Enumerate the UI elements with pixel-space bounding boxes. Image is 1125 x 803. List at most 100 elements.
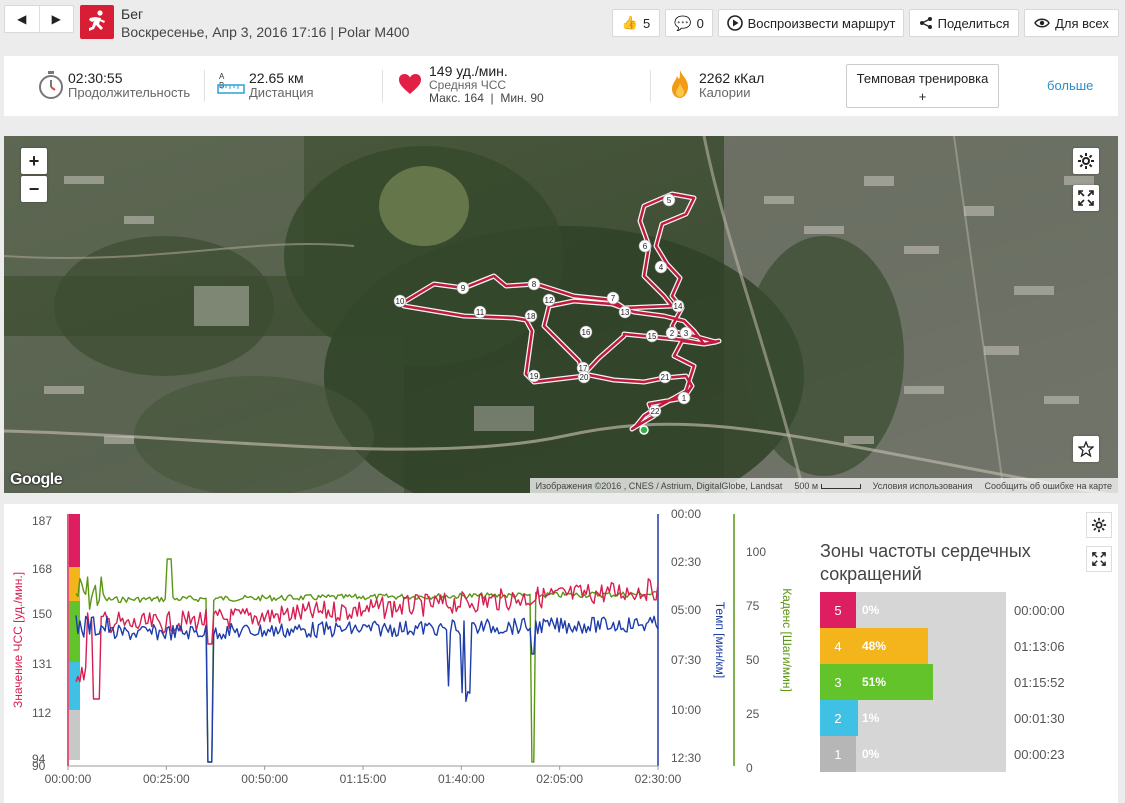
hr-tick-label: 90 [32,759,46,773]
hr-zone-bar-fill [856,700,858,736]
training-benefit-button[interactable]: Темповая тренировка + [846,64,999,108]
hr-zone-bar-fill [856,664,933,700]
cadence-tick-label: 0 [746,761,753,775]
chart-fullscreen-icon[interactable] [1086,546,1112,572]
calories-label: Калории [699,85,751,100]
hr-zone-percent: 0% [862,603,880,617]
km-marker-label: 18 [527,312,536,321]
km-marker-12 [542,293,556,307]
cadence-tick-label: 50 [746,653,760,667]
km-marker-22 [648,404,662,418]
duration-value: 02:30:55 [68,70,123,86]
zone-band-4 [69,567,80,601]
km-marker-10 [393,294,407,308]
hr-zone-time: 01:13:06 [1014,639,1065,654]
terms-link[interactable]: Условия использования [872,480,973,491]
pace-tick-label: 10:00 [671,703,701,717]
km-marker-7 [606,291,620,305]
map-attribution: Изображения ©2016 , CNES / Astrium, Digi… [529,478,1118,493]
pace-axis-title: Темп [мин/км] [713,602,727,679]
comment-button[interactable]: 💬 0 [665,9,713,37]
km-marker-label: 16 [582,328,591,337]
hr-zone-percent: 48% [862,639,887,653]
pace-tick-label: 12:30 [671,751,701,765]
top-bar: ◀ ▶ Бег Воскресенье, Апр 3, 2016 17:16 |… [0,0,1125,48]
km-marker-5 [662,193,676,207]
map-settings-gear-icon[interactable] [1073,148,1099,174]
km-marker-label: 20 [580,373,589,382]
km-marker-3 [679,326,693,340]
x-tick-label: 01:40:00 [438,772,485,786]
play-circle-icon [726,15,743,31]
scale-label: 500 м [794,480,819,491]
eye-icon [1034,18,1050,28]
prev-arrow-icon[interactable]: ◀ [17,12,27,26]
prev-next-nav: ◀ ▶ [4,5,74,33]
pace-tick-label: 07:30 [671,653,701,667]
fullscreen-icon[interactable] [1073,185,1099,211]
hr-zone-number: 3 [820,664,856,700]
pace-tick-label: 05:00 [671,603,701,617]
zoom-out-button[interactable]: − [21,176,47,202]
replay-route-button[interactable]: Воспроизвести маршрут [718,9,904,37]
km-marker-16 [579,325,593,339]
cadence-tick-label: 25 [746,707,760,721]
hr-zone-bar: 1% [856,700,1006,736]
x-tick-label: 01:15:00 [340,772,387,786]
imagery-attribution: Изображения ©2016 , CNES / Astrium, Digi… [535,480,783,491]
next-arrow-icon[interactable]: ▶ [38,6,74,32]
zoom-in-button[interactable]: + [21,148,47,174]
scale-bar: 500 м [794,480,861,491]
hr-zones-title-line1: Зоны частоты сердечных [820,541,1031,561]
hr-tick-label: 94 [32,752,46,766]
km-marker-14 [671,299,685,313]
star-favorite-icon[interactable] [1073,436,1099,462]
route-map[interactable]: 1 2 3 4 5 6 7 8 9 10 11 12 13 14 15 16 17 18 19 20 21 22 + − … [4,136,1118,493]
share-icon [919,17,932,29]
visibility-button[interactable]: Для всех [1024,9,1119,37]
km-marker-label: 12 [545,296,554,305]
heart-icon [399,74,421,94]
zone-band-1 [69,710,80,760]
duration-label: Продолжительность [68,85,191,100]
x-tick-label: 02:05:00 [536,772,583,786]
divider [382,70,383,102]
hr-zone-number: 1 [820,736,856,772]
x-tick-label: 00:50:00 [241,772,288,786]
km-marker-label: 1 [682,394,687,403]
km-marker-label: 19 [530,372,539,381]
km-marker-label: 6 [643,242,648,251]
calories-value: 2262 кКал [699,70,765,86]
avg-hr-label: Средняя ЧСС [429,78,507,92]
km-marker-label: 15 [648,332,657,341]
km-marker-1 [677,391,691,405]
km-marker-15 [645,329,659,343]
hr-zone-percent: 1% [862,711,880,725]
hr-zone-number: 5 [820,592,856,628]
km-marker-label: 11 [476,308,485,317]
zone-band-3 [69,601,80,662]
km-marker-label: 9 [461,284,466,293]
more-link[interactable]: больше [1047,78,1094,93]
km-marker-6 [638,239,652,253]
km-marker-2 [665,326,679,340]
hr-zone-time: 00:00:00 [1014,603,1065,618]
share-button[interactable]: Поделиться [909,9,1019,37]
like-button[interactable]: 👍 5 [612,9,660,37]
hr-max-min: Макс. 164 | Мин. 90 [429,91,544,105]
cadence-series-line [75,558,659,763]
ruler-icon [217,84,245,94]
report-error-link[interactable]: Сообщить об ошибке на карте [984,480,1112,491]
google-logo: Google [10,471,63,488]
divider [204,70,205,102]
hr-tick-label: 131 [32,657,52,671]
x-tick-label: 02:30:00 [635,772,682,786]
km-marker-18 [524,309,538,323]
chart-settings-gear-icon[interactable] [1086,512,1112,538]
comment-count: 0 [696,15,704,31]
like-count: 5 [642,15,651,31]
replay-route-label: Воспроизвести маршрут [747,15,896,31]
hr-tick-label: 150 [32,607,52,621]
visibility-label: Для всех [1055,15,1109,31]
